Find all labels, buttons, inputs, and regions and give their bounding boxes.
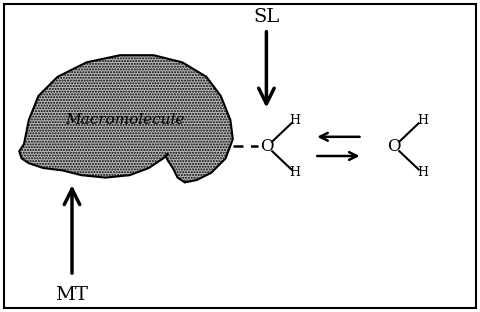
- Text: H: H: [290, 114, 300, 126]
- Text: H: H: [417, 166, 428, 179]
- Text: O: O: [387, 138, 400, 155]
- Text: H: H: [290, 166, 300, 179]
- Text: Macromolecule: Macromolecule: [65, 113, 184, 127]
- Text: SL: SL: [253, 8, 279, 26]
- Text: O: O: [260, 138, 273, 155]
- Polygon shape: [19, 55, 233, 183]
- Text: H: H: [417, 114, 428, 126]
- Text: MT: MT: [56, 286, 88, 304]
